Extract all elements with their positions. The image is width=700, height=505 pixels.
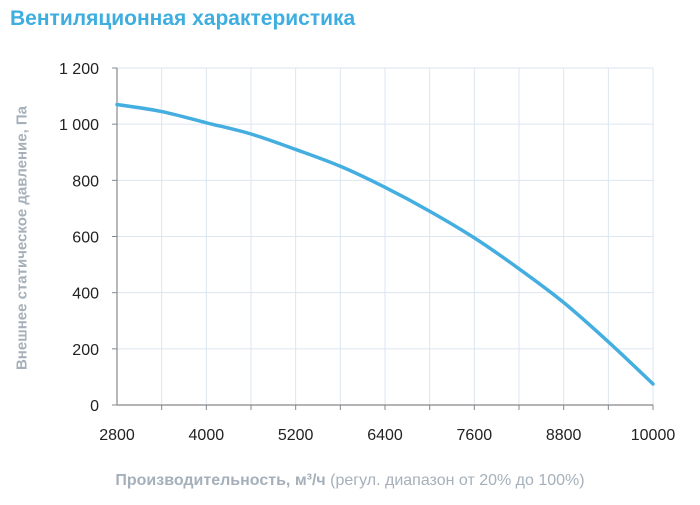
x-tick-label: 2800 (99, 427, 135, 444)
x-axis-label: Производительность, м³/ч (регул. диапазо… (0, 472, 700, 490)
x-tick-label: 4000 (189, 427, 225, 444)
x-tick-label: 6400 (367, 427, 403, 444)
y-tick-label: 400 (72, 286, 99, 303)
y-tick-label: 600 (72, 230, 99, 247)
x-axis-label-main: Производительность (115, 472, 286, 489)
x-tick-label: 7600 (457, 427, 493, 444)
x-tick-label: 8800 (546, 427, 582, 444)
y-tick-label: 800 (72, 173, 99, 190)
x-tick-label: 10000 (631, 427, 676, 444)
y-tick-label: 200 (72, 342, 99, 359)
fan-curve-line (115, 102, 655, 386)
x-axis-label-unit: , м³/ч (285, 472, 326, 489)
y-tick-label: 1 200 (59, 61, 99, 78)
chart-title: Вентиляционная характеристика (10, 7, 356, 30)
x-tick-label: 5200 (278, 427, 314, 444)
y-tick-label: 1 000 (59, 117, 99, 134)
x-axis-label-note: (регул. диапазон от 20% до 100%) (325, 472, 585, 489)
y-tick-label: 0 (90, 398, 99, 415)
